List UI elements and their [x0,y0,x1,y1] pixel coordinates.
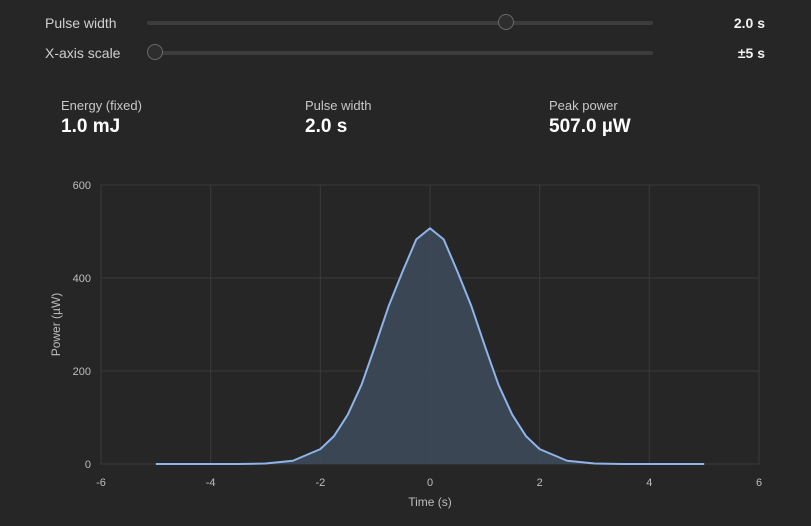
x-axis-scale-value: ±5 s [737,45,765,61]
pulse-width-slider-thumb[interactable] [498,14,515,30]
power-chart: -6 -4 -2 0 2 4 6 0 200 400 600 Time (s) Power (µW) [49,180,762,509]
energy-value: 1.0 mJ [61,116,121,137]
x-tick-label: 4 [646,477,652,489]
x-axis-title: Time (s) [408,495,452,509]
x-tick-label: -2 [315,477,325,489]
y-tick-label: 600 [73,180,91,192]
energy-stat: Energy (fixed) 1.0 mJ [61,98,142,138]
pulse-width-value: 2.0 s [733,15,765,31]
peak-power-label: Peak power [549,98,618,113]
x-tick-label: -4 [206,477,216,489]
pulse-width-stat-label: Pulse width [305,98,372,113]
pulse-series-line [155,227,705,465]
x-tick-label: 0 [427,477,433,489]
pulse-width-stat-value: 2.0 s [305,116,348,137]
x-axis-scale-control: X-axis scale ±5 s [0,40,811,66]
pulse-width-stat: Pulse width 2.0 s [305,98,371,138]
x-axis-scale-slider-thumb[interactable] [147,44,163,60]
x-tick-label: -6 [96,477,106,489]
y-tick-label: 200 [73,366,91,378]
chart-ticks: -6 -4 -2 0 2 4 6 0 200 400 600 [73,180,762,489]
x-axis-scale-slider-track[interactable] [147,51,653,55]
x-tick-label: 2 [537,477,543,489]
pulse-width-control: Pulse width 2.0 s [0,10,811,36]
x-axis-scale-label: X-axis scale [45,45,121,61]
x-tick-label: 6 [756,477,762,489]
pulse-width-slider-track[interactable] [147,21,653,25]
y-tick-label: 0 [85,459,91,471]
y-axis-title: Power (µW) [49,293,63,357]
energy-label: Energy (fixed) [61,98,142,113]
pulse-width-label: Pulse width [45,15,117,31]
peak-power-value: 507.0 µW [549,116,631,137]
pulse-area-fill [155,228,705,464]
y-tick-label: 400 [73,273,91,285]
peak-power-stat: Peak power 507.0 µW [549,98,631,138]
